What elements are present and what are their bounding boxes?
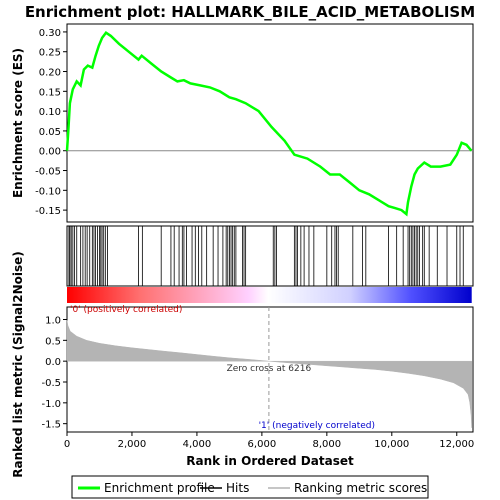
- es-y-tick-label: 0.20: [39, 68, 61, 79]
- x-tick-label: 8,000: [313, 439, 342, 450]
- zero-cross-label: Zero cross at 6216: [227, 364, 312, 374]
- rank-y-tick-label: -1.5: [41, 420, 61, 431]
- x-tick-label: 2,000: [118, 439, 147, 450]
- es-y-tick-label: 0.05: [39, 127, 61, 138]
- es-y-tick-label: 0.15: [39, 87, 61, 98]
- es-series-enrichment-profile: [65, 31, 473, 217]
- es-y-axis-label: Enrichment score (ES): [11, 48, 25, 198]
- rank-y-tick-label: -0.5: [41, 378, 61, 389]
- rank-y-tick-label: 0.0: [45, 357, 61, 368]
- x-tick-label: 0: [64, 439, 70, 450]
- chart-title: Enrichment plot: HALLMARK_BILE_ACID_META…: [25, 3, 475, 21]
- positive-label: '0' (positively correlated): [70, 305, 182, 315]
- rank-y-axis-label: Ranked list metric (Signal2Noise): [11, 251, 25, 478]
- hits-panel-frame: [66, 225, 474, 287]
- es-y-tick-label: -0.10: [35, 186, 61, 197]
- es-y-tick-label: -0.05: [35, 167, 61, 178]
- es-y-tick-label: 0.25: [39, 48, 61, 59]
- es-y-tick-label: 0.30: [39, 28, 61, 39]
- legend-box: [71, 475, 429, 499]
- es-y-tick-label: -0.15: [35, 206, 61, 217]
- x-tick-label: 6,000: [248, 439, 277, 450]
- x-tick-label: 10,000: [374, 439, 409, 450]
- legend-label: Ranking metric scores: [294, 481, 427, 495]
- x-tick-label: 4,000: [183, 439, 212, 450]
- negative-label: '1' (negatively correlated): [259, 421, 375, 431]
- rank-y-tick-label: -1.0: [41, 399, 61, 410]
- es-y-tick-label: 0.00: [39, 147, 61, 158]
- x-axis-label: Rank in Ordered Dataset: [186, 454, 354, 468]
- rank-color-bar: [67, 287, 472, 303]
- es-panel-frame: [66, 23, 474, 223]
- x-tick-label: 12,000: [439, 439, 474, 450]
- legend-label: Hits: [226, 481, 249, 495]
- rank-y-tick-label: 1.0: [45, 316, 61, 327]
- rank-y-tick-label: 0.5: [45, 336, 61, 347]
- legend-label: Enrichment profile: [104, 481, 215, 495]
- es-y-tick-label: 0.10: [39, 107, 61, 118]
- rank-series-ranking-metric: [66, 320, 472, 428]
